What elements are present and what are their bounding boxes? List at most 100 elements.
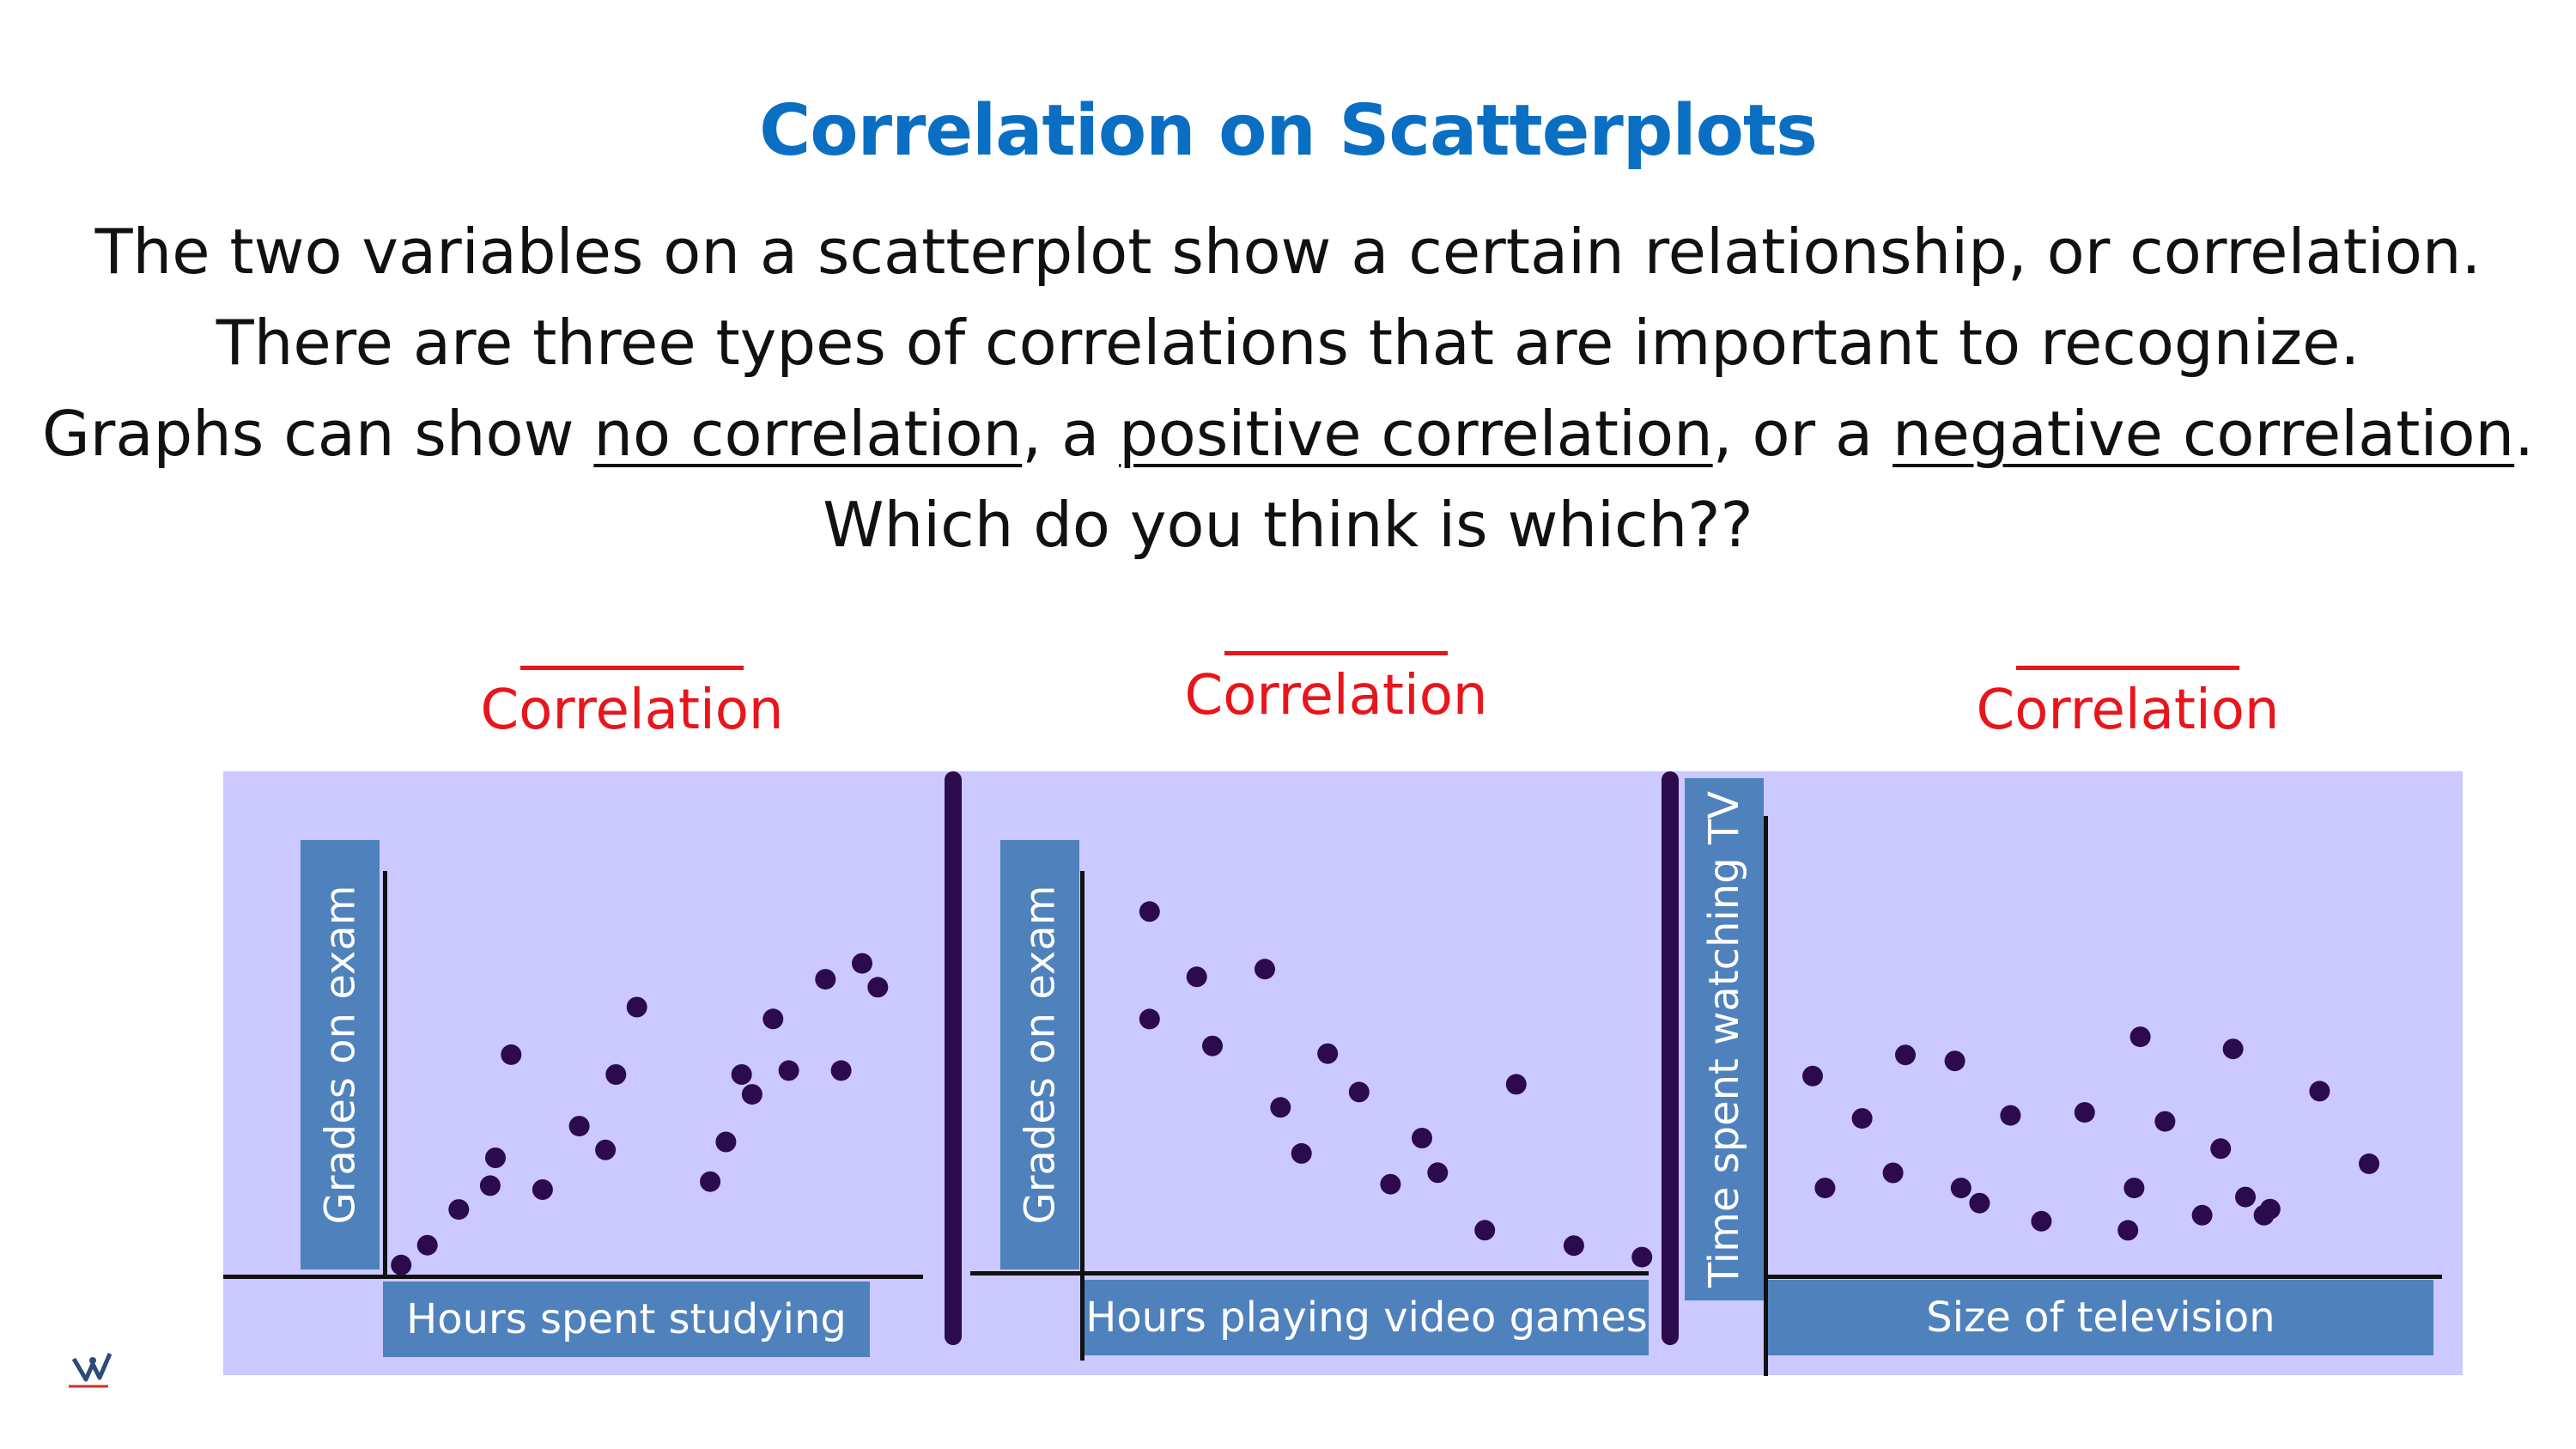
chart-1-y-label-box: Grades on exam [301,840,380,1269]
term-negative-correlation: negative correlation [1893,398,2515,470]
chart-2-point-9 [1348,1081,1370,1103]
chart-3-y-axis [1764,816,1768,1376]
chart-3-point-2 [1814,1178,1836,1199]
chart-1-point-15 [741,1084,762,1105]
hand-logo-icon [69,1353,112,1388]
chart-3-point-12 [2117,1220,2139,1241]
chart-2-point-15 [1563,1235,1584,1257]
chart-3-point-10 [2031,1210,2052,1232]
chart-3-point-19 [2235,1186,2256,1208]
chart-2-heading: Correlation [1164,651,1508,728]
chart-3-point-21 [2259,1198,2281,1220]
chart-2-x-label: Hours playing video games [1085,1294,1648,1342]
chart-2-point-5 [1255,959,1275,980]
chart-3-point-3 [1851,1108,1873,1129]
chart-3-point-9 [2000,1105,2021,1126]
chart-2-plot-area [1139,901,1653,1268]
chart-2-point-10 [1380,1173,1401,1195]
intro-paragraph: The two variables on a scatterplot show … [0,206,2576,570]
chart-3-point-8 [1969,1192,1990,1214]
chart-1-heading: Correlation [460,666,804,742]
chart-1-title: Correlation [480,679,784,742]
chart-2-y-axis [1080,871,1084,1361]
chart-3-point-22 [2309,1081,2330,1102]
chart-1-x-label-box: Hours spent studying [383,1282,870,1357]
intro-line-3-sep-2: , or a [1712,398,1893,470]
chart-2-point-12 [1427,1162,1449,1184]
chart-1-point-3 [448,1199,470,1221]
chart-3-point-7 [1950,1178,1971,1199]
term-positive-correlation: positive correlation [1119,398,1713,470]
chart-1-point-4 [479,1175,501,1196]
chart-2-y-label: Grades on exam [1016,885,1065,1225]
chart-3-y-label: Time spent watching TV [1700,790,1748,1288]
chart-1-point-6 [501,1044,522,1065]
chart-2-point-4 [1202,1035,1223,1056]
chart-3-point-5 [1895,1044,1916,1066]
chart-2-point-1 [1139,901,1160,922]
chart-2-point-8 [1317,1043,1339,1064]
chart-1-point-18 [815,969,836,990]
chart-3-point-17 [2210,1138,2232,1160]
chart-1-answer-blank [520,666,744,670]
page-title: Correlation on Scatterplots [759,90,1818,172]
chart-2-point-6 [1270,1097,1291,1118]
chart-3-x-label-box: Size of television [1768,1280,2433,1355]
chart-3-point-16 [2191,1204,2213,1226]
intro-line-3-sep-1: , a [1022,398,1120,470]
chart-1-plot-area [391,953,889,1275]
chart-3-point-15 [2154,1111,2176,1132]
chart-2-title: Correlation [1184,664,1488,728]
chart-1-point-17 [778,1060,799,1081]
intro-line-3-start: Graphs can show [41,398,594,470]
chart-3-point-6 [1944,1050,1965,1072]
term-no-correlation: no correlation [593,398,1023,470]
chart-1-point-13 [715,1131,737,1153]
chart-1-point-20 [852,953,872,974]
chart-3-x-label: Size of television [1926,1294,2275,1342]
chart-1-point-14 [731,1064,752,1085]
chart-2-point-7 [1291,1142,1312,1164]
chart-2-point-2 [1139,1008,1160,1030]
chart-divider-right [1662,771,1679,1345]
intro-line-4: Which do you think is which?? [823,489,1753,561]
chart-3-point-4 [1882,1162,1904,1184]
chart-2-point-13 [1474,1220,1496,1241]
chart-3-point-11 [2074,1102,2095,1123]
chart-1-point-21 [867,977,889,998]
chart-3-point-18 [2222,1038,2244,1060]
chart-1-x-label: Hours spent studying [406,1295,847,1343]
chart-1-point-2 [416,1234,438,1256]
chart-3-point-14 [2129,1026,2151,1048]
chart-2-point-3 [1186,966,1207,988]
chart-2-point-16 [1631,1246,1653,1268]
intro-line-3: Graphs can show no correlation, a positi… [0,388,2576,479]
chart-3-point-13 [2123,1178,2145,1199]
chart-1-y-label: Grades on exam [316,885,365,1225]
chart-1-point-1 [391,1254,412,1275]
chart-1-point-9 [595,1139,617,1160]
chart-2-point-11 [1412,1128,1432,1148]
chart-2-x-label-box: Hours playing video games [1084,1280,1649,1355]
chart-3-heading: Correlation [1956,666,2300,742]
chart-2-y-label-box: Grades on exam [1000,840,1079,1269]
chart-1-point-8 [568,1116,590,1137]
chart-1-point-16 [762,1008,784,1030]
chart-divider-left [945,771,962,1345]
chart-3-point-1 [1802,1065,1823,1087]
chart-1-point-11 [626,996,647,1018]
chart-1-x-axis [223,1275,923,1279]
chart-2-point-14 [1505,1074,1527,1095]
chart-1-point-10 [605,1064,627,1085]
chart-2-x-axis [970,1271,1649,1275]
chart-1-point-19 [830,1060,852,1081]
chart-1-point-5 [485,1148,506,1168]
chart-2-answer-blank [1224,651,1448,655]
chart-1-point-12 [700,1171,721,1192]
chart-3-answer-blank [2016,666,2239,670]
chart-3-title: Correlation [1976,679,2280,742]
chart-1-point-7 [532,1179,553,1200]
chart-1-y-axis [383,871,387,1276]
intro-line-2: There are three types of correlations th… [216,307,2360,379]
intro-line-3-end: . [2514,398,2535,470]
